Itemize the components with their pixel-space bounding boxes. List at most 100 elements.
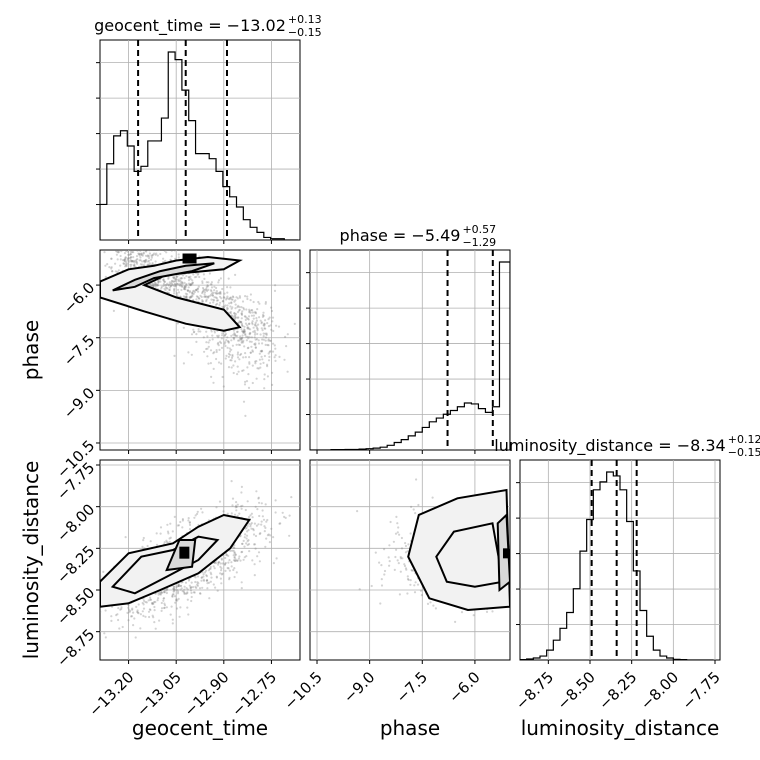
sample-point xyxy=(173,287,176,290)
sample-point xyxy=(251,320,254,323)
sample-point xyxy=(202,290,205,293)
sample-point xyxy=(258,532,261,536)
sample-point xyxy=(234,334,238,337)
sample-point xyxy=(374,551,377,554)
sample-point xyxy=(154,284,157,287)
sample-point xyxy=(167,284,170,287)
sample-point xyxy=(205,330,208,333)
sample-point xyxy=(162,257,165,260)
sample-point xyxy=(404,567,408,570)
sample-point xyxy=(180,281,183,284)
sample-point xyxy=(217,341,220,344)
sample-point xyxy=(172,276,175,279)
sample-point xyxy=(250,309,253,312)
contour-mid xyxy=(112,262,215,292)
sample-point xyxy=(271,383,274,386)
sample-point xyxy=(245,339,248,342)
sample-point xyxy=(183,286,186,289)
scatter-content-1 xyxy=(100,460,300,660)
sample-point xyxy=(271,371,274,374)
sample-point xyxy=(271,320,274,323)
sample-point xyxy=(142,536,145,540)
sample-point xyxy=(221,334,224,337)
sample-point xyxy=(177,583,180,586)
sample-point xyxy=(387,556,390,559)
sample-point xyxy=(253,333,257,336)
sample-point xyxy=(245,380,249,383)
sample-point xyxy=(241,330,245,333)
sample-point xyxy=(114,262,117,265)
sample-point xyxy=(153,600,156,604)
sample-point xyxy=(221,287,224,291)
sample-point xyxy=(136,262,139,265)
sample-point xyxy=(406,577,410,581)
sample-point xyxy=(407,578,410,582)
sample-point xyxy=(240,312,243,315)
sample-point xyxy=(211,338,214,341)
sample-point xyxy=(154,253,157,256)
x-tick-label-phase: −6.0 xyxy=(445,668,483,706)
sample-point xyxy=(221,562,224,565)
sample-point xyxy=(177,583,180,586)
sample-point xyxy=(173,588,176,591)
sample-point xyxy=(114,247,116,249)
sample-point xyxy=(147,599,150,602)
sample-point xyxy=(258,358,261,361)
sample-point xyxy=(261,350,264,353)
sample-point xyxy=(110,615,113,618)
sample-point xyxy=(115,614,118,617)
sample-point xyxy=(210,573,213,576)
sample-point xyxy=(358,588,361,591)
sample-point xyxy=(201,586,204,589)
sample-point xyxy=(148,244,150,246)
sample-point xyxy=(415,478,418,481)
sample-point xyxy=(242,339,245,342)
sample-point xyxy=(245,316,248,319)
sample-point xyxy=(205,300,208,303)
sample-point xyxy=(234,506,237,509)
sample-point xyxy=(181,526,184,529)
sample-point xyxy=(252,317,255,320)
sample-point xyxy=(179,277,182,280)
sample-point xyxy=(238,339,241,342)
sample-point xyxy=(206,582,209,585)
x-tick-label-geocent_time: −12.90 xyxy=(181,668,233,720)
sample-point xyxy=(225,554,228,557)
sample-point xyxy=(238,320,241,323)
sample-point xyxy=(195,289,198,292)
sample-point xyxy=(220,573,223,576)
contour-fill-outer xyxy=(100,257,240,331)
sample-point xyxy=(111,270,114,273)
sample-point xyxy=(268,350,271,354)
sample-point xyxy=(207,295,210,298)
x-tick-label-geocent_time: −13.20 xyxy=(85,668,137,720)
sample-point xyxy=(217,336,220,339)
sample-point xyxy=(248,308,251,311)
sample-point xyxy=(213,285,216,288)
sample-point xyxy=(149,608,152,612)
sample-point xyxy=(154,600,157,604)
y-tick-label-luminosity_distance: −8.75 xyxy=(53,625,98,670)
sample-point xyxy=(131,241,133,243)
sample-point xyxy=(208,597,211,600)
sample-point xyxy=(150,601,154,605)
sample-point xyxy=(397,562,400,565)
sample-point xyxy=(236,559,239,562)
sample-point xyxy=(171,279,174,282)
sample-point xyxy=(193,591,196,594)
sample-point xyxy=(131,608,134,611)
sample-point xyxy=(213,351,216,354)
sample-point xyxy=(121,259,125,262)
sample-point xyxy=(395,548,398,551)
sample-point xyxy=(168,288,171,292)
sample-point xyxy=(191,290,194,293)
sample-point xyxy=(253,563,256,566)
sample-point xyxy=(205,288,208,291)
sample-point xyxy=(177,278,180,281)
sample-point xyxy=(148,259,151,262)
sample-point xyxy=(183,285,187,288)
sample-point xyxy=(215,292,218,295)
sample-point xyxy=(173,290,176,293)
sample-point xyxy=(173,292,176,295)
